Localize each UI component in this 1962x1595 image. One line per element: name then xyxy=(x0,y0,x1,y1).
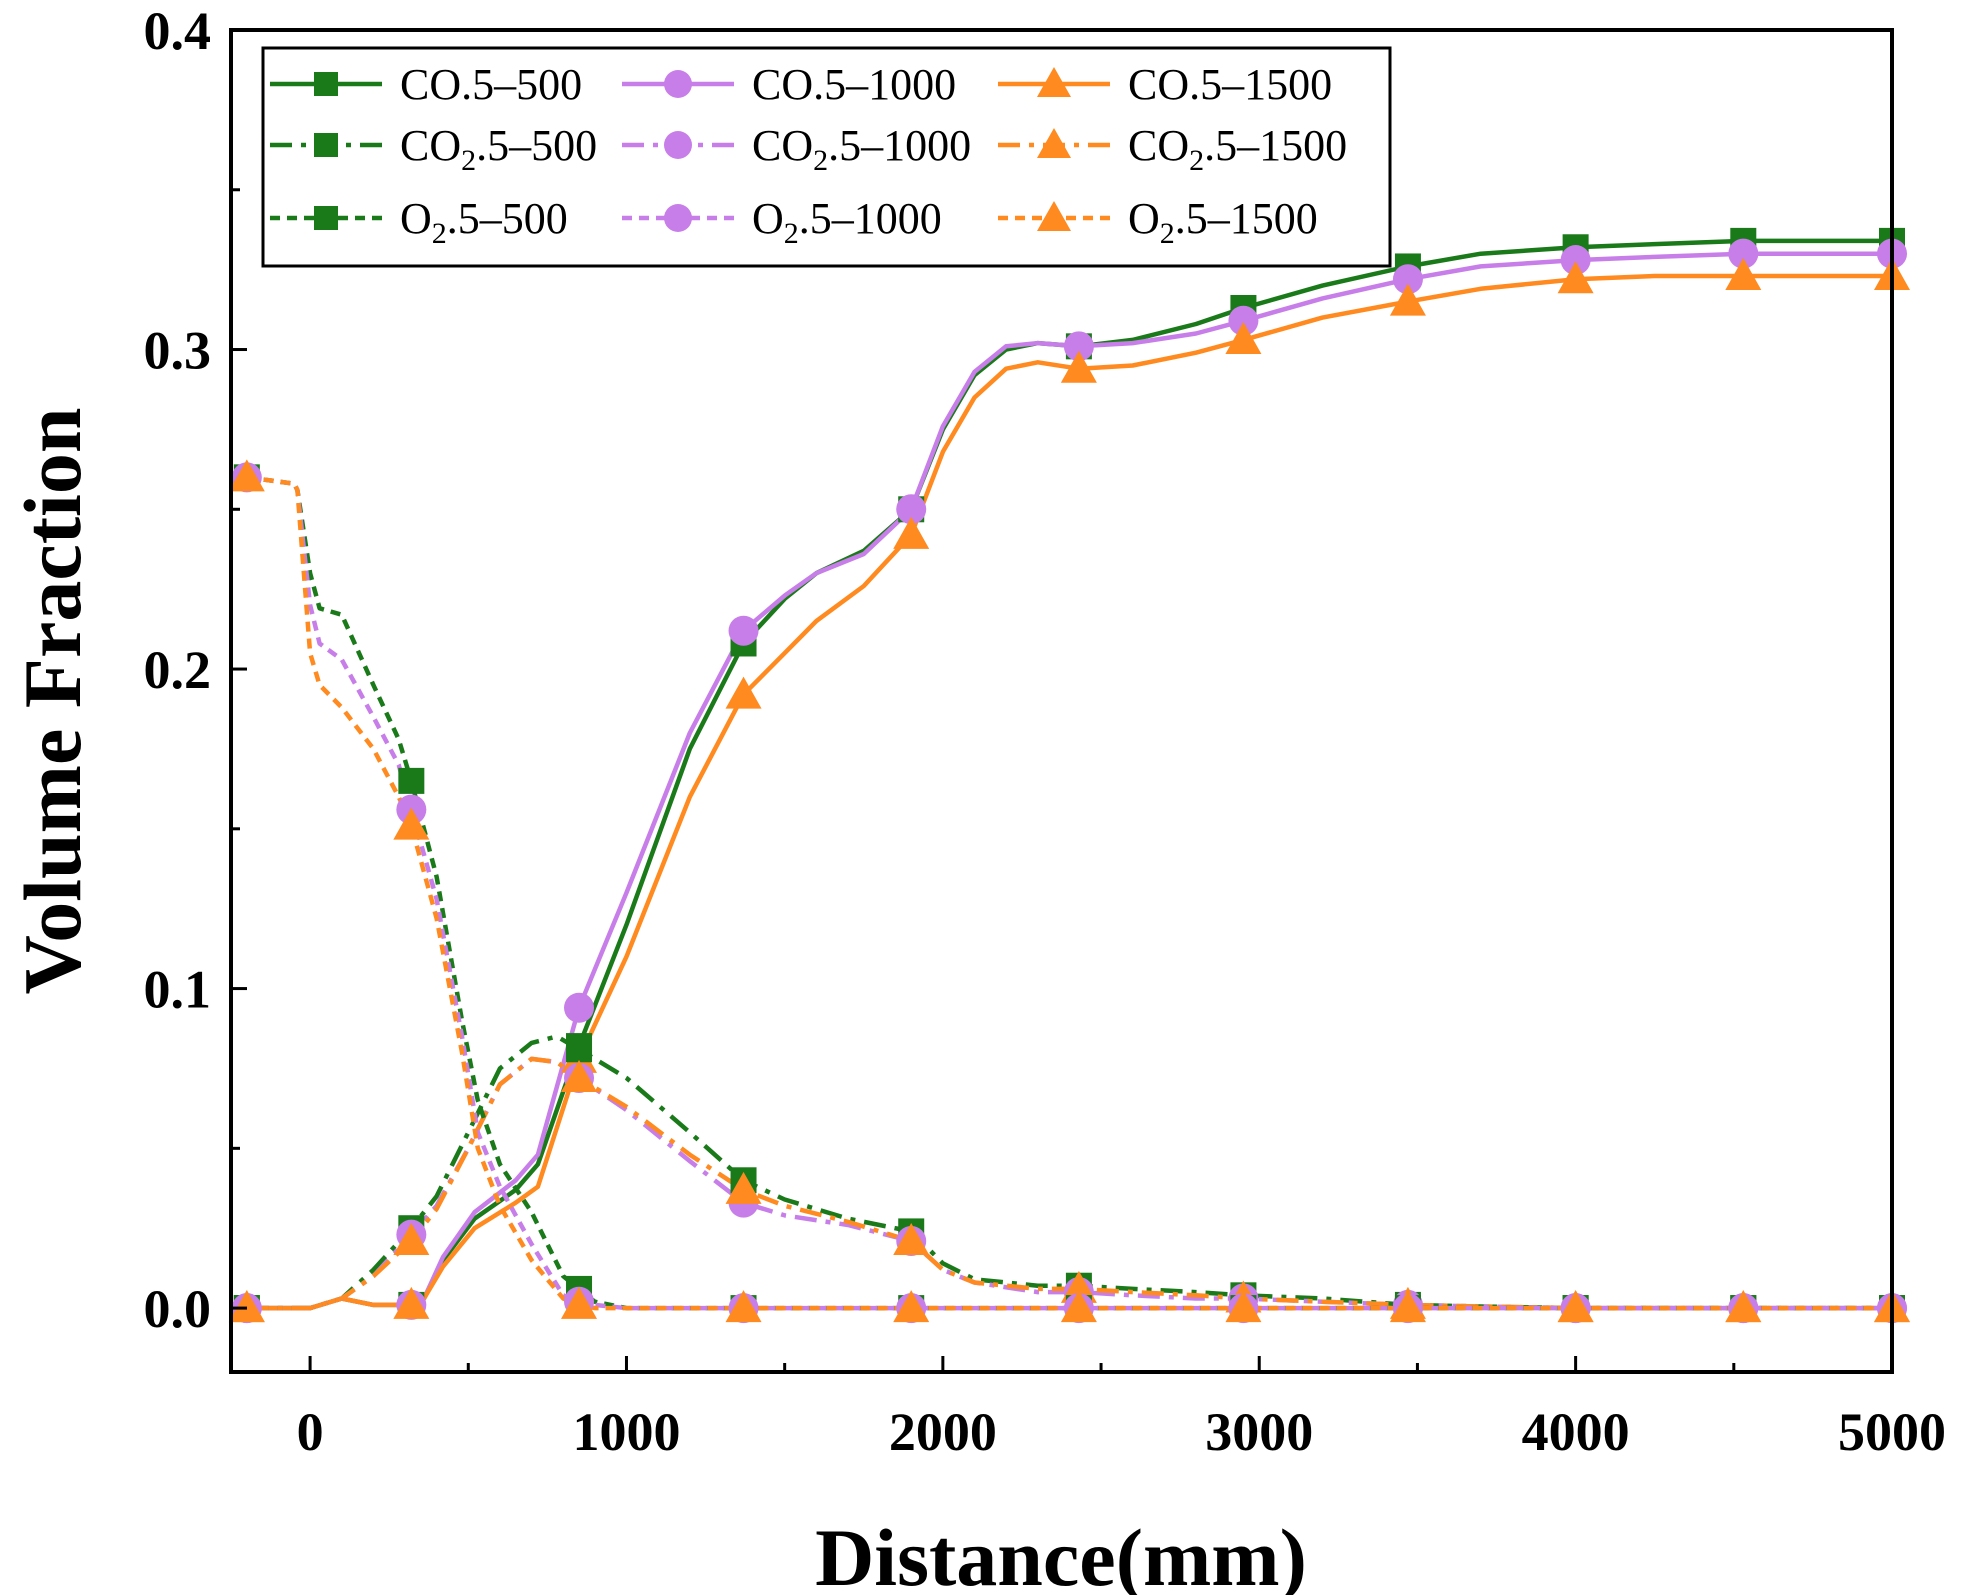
series-marker-2 xyxy=(893,516,930,549)
legend-entry: O2.5–1500 xyxy=(998,194,1318,250)
series-marker-5 xyxy=(561,1060,598,1093)
series-marker-2 xyxy=(393,1286,430,1319)
series-marker-1 xyxy=(1063,331,1094,362)
y-tick-label: 0.2 xyxy=(144,640,212,700)
series-marker-1 xyxy=(564,992,595,1023)
legend-marker xyxy=(314,206,338,230)
y-axis-title: Volume Fraction xyxy=(7,408,98,995)
legend-marker xyxy=(664,131,692,159)
legend-marker xyxy=(1037,201,1071,231)
x-tick-label: 2000 xyxy=(889,1402,997,1462)
legend-label: CO2.5–1500 xyxy=(1128,121,1347,177)
x-axis-title: Distance(mm) xyxy=(815,1512,1307,1595)
series-line-5 xyxy=(246,1056,1892,1311)
series-marker-8 xyxy=(893,1290,930,1323)
series-marker-2 xyxy=(1225,321,1262,354)
series-marker-8 xyxy=(1225,1290,1262,1323)
legend-marker xyxy=(1037,67,1071,97)
axis-layer: 0 1000 2000 3000 4000 5000 0.0 0.1 0.2 0.3 0.4 xyxy=(144,1,1947,1462)
legend-label: O2.5–1000 xyxy=(752,194,942,250)
series-marker-2 xyxy=(1557,261,1594,294)
legend-entry: CO.5–500 xyxy=(270,60,582,109)
legend-entry: CO2.5–1500 xyxy=(998,121,1347,177)
y-tick-label: 0.3 xyxy=(144,321,212,381)
legend-marker xyxy=(664,204,692,232)
x-tick-label: 3000 xyxy=(1205,1402,1313,1462)
series-marker-3 xyxy=(566,1036,593,1063)
series-marker-8 xyxy=(1725,1290,1762,1323)
legend: CO.5–500 CO.5–1000 CO.5–1500 CO2.5–500 CO2.5… xyxy=(261,46,1392,268)
series-marker-8 xyxy=(561,1286,598,1319)
series-marker-8 xyxy=(228,459,265,492)
series-marker-5 xyxy=(228,1290,265,1323)
series-marker-2 xyxy=(1389,283,1426,316)
series-marker-8 xyxy=(393,807,430,840)
series-marker-6 xyxy=(398,767,425,794)
series-marker-1 xyxy=(896,494,927,525)
y-tick-label: 0.4 xyxy=(144,1,212,61)
legend-box xyxy=(261,46,1392,268)
x-tick-label: 1000 xyxy=(572,1402,680,1462)
legend-label: O2.5–500 xyxy=(400,194,568,250)
series-marker-8 xyxy=(1389,1290,1426,1323)
series-marker-5 xyxy=(893,1222,930,1255)
legend-marker xyxy=(314,72,338,96)
x-tick-label: 4000 xyxy=(1522,1402,1630,1462)
series-marker-2 xyxy=(1060,350,1097,383)
plot-frame xyxy=(229,28,1894,1374)
series-marker-5 xyxy=(393,1222,430,1255)
y-tick-label: 0.1 xyxy=(144,960,212,1020)
series-line-3 xyxy=(246,1034,1892,1311)
series-marker-8 xyxy=(725,1290,762,1323)
legend-entry: CO2.5–1000 xyxy=(622,121,971,177)
series-marker-5 xyxy=(1060,1270,1097,1303)
series-marker-1 xyxy=(1228,305,1259,336)
legend-entry: O2.5–500 xyxy=(270,194,568,250)
legend-marker xyxy=(314,133,338,157)
legend-entry: CO2.5–500 xyxy=(270,121,597,177)
y-tick-label: 0.0 xyxy=(144,1279,212,1339)
series-layer xyxy=(246,238,1892,1311)
series-line-4 xyxy=(246,1056,1892,1311)
legend-marker xyxy=(664,70,692,98)
series-marker-5 xyxy=(725,1171,762,1204)
marker-layer xyxy=(228,227,1910,1324)
legend-marker xyxy=(1037,128,1071,158)
legend-entry: CO.5–1000 xyxy=(622,60,956,109)
legend-label: CO.5–1000 xyxy=(752,60,956,109)
legend-label: CO2.5–500 xyxy=(400,121,597,177)
series-marker-2 xyxy=(1725,258,1762,291)
legend-label: O2.5–1500 xyxy=(1128,194,1318,250)
series-marker-1 xyxy=(1560,245,1591,276)
x-tick-label: 0 xyxy=(297,1402,324,1462)
series-line-8 xyxy=(246,475,1892,1311)
series-marker-1 xyxy=(1728,238,1759,269)
legend-label: CO2.5–1000 xyxy=(752,121,971,177)
series-marker-8 xyxy=(1557,1290,1594,1323)
series-marker-2 xyxy=(725,676,762,709)
legend-label: CO.5–500 xyxy=(400,60,582,109)
legend-label: CO.5–1500 xyxy=(1128,60,1332,109)
series-marker-8 xyxy=(1060,1290,1097,1323)
series-marker-1 xyxy=(728,615,759,646)
legend-entry: O2.5–1000 xyxy=(622,194,942,250)
series-line-2 xyxy=(246,273,1892,1311)
series-line-1 xyxy=(246,251,1892,1311)
legend-entry: CO.5–1500 xyxy=(998,60,1332,109)
x-tick-label: 5000 xyxy=(1838,1402,1946,1462)
series-marker-1 xyxy=(1392,264,1423,295)
